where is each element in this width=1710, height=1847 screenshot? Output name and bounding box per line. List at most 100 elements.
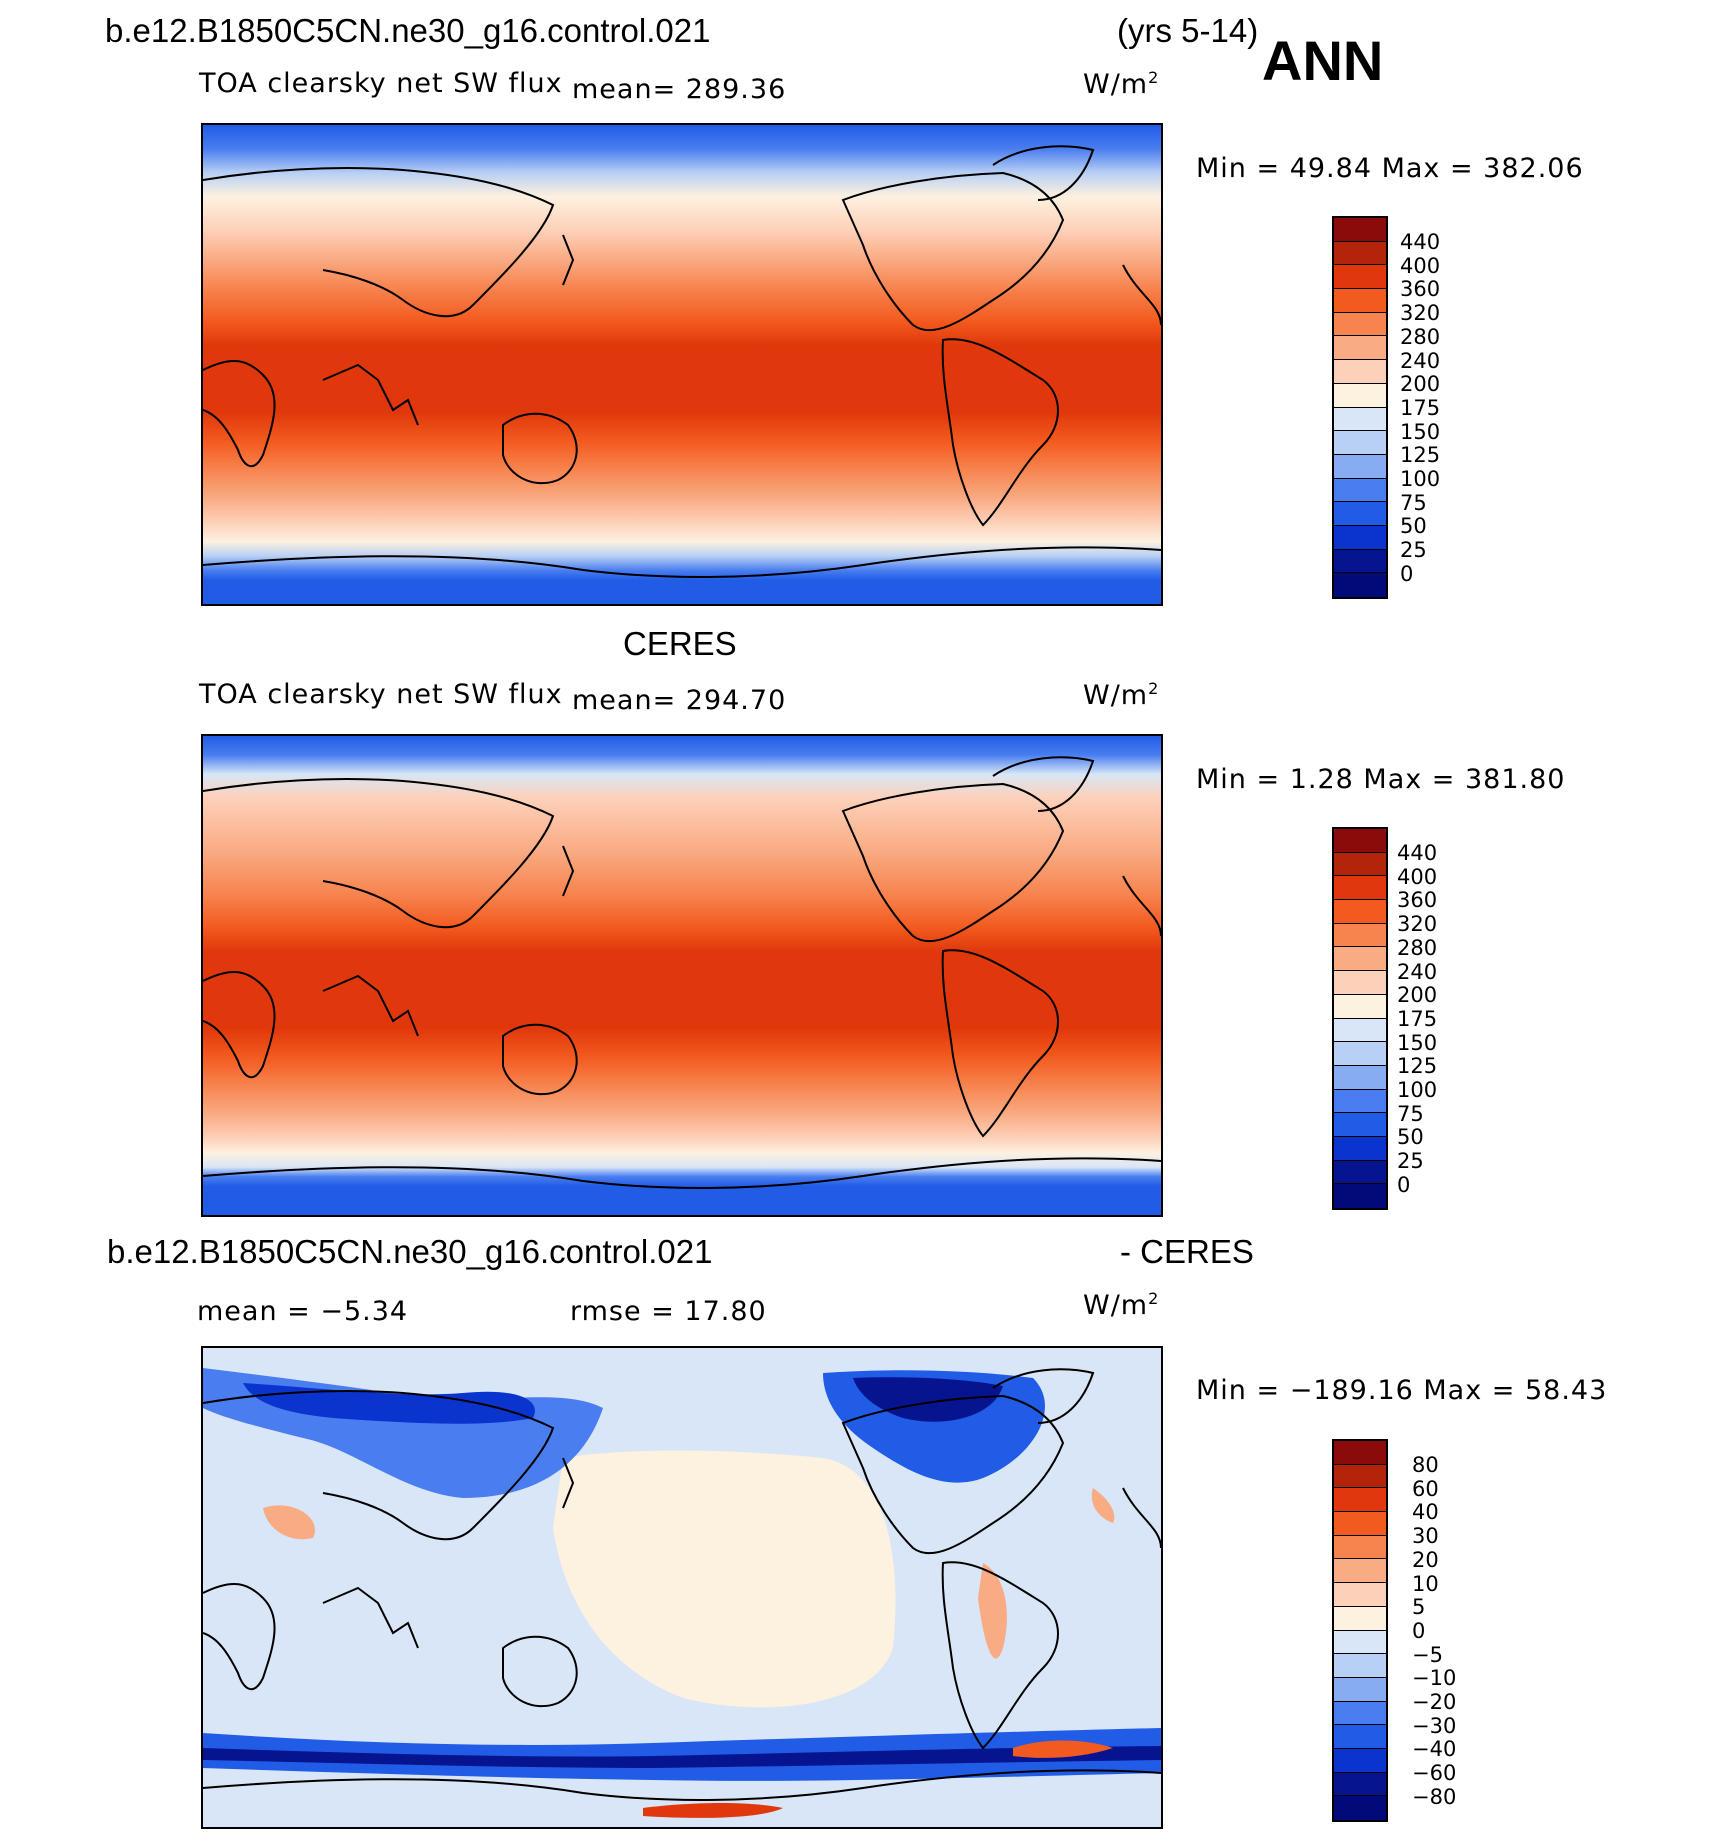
colorbar-tick-label: 100: [1397, 1078, 1438, 1102]
panel2-map: [201, 734, 1163, 1217]
colorbar-tick-label: 360: [1397, 888, 1438, 913]
panel3-minmax: Min = −189.16 Max = 58.43: [1196, 1375, 1608, 1406]
case-title: b.e12.B1850C5CN.ne30_g16.control.021: [105, 12, 711, 49]
panel2-mean: mean= 294.70: [572, 685, 787, 716]
colorbar-tick-label: 60: [1412, 1476, 1439, 1501]
panel3-units: W/m2: [1083, 1289, 1160, 1321]
colorbar-tick-label: 100: [1400, 467, 1441, 491]
colorbar-tick-label: −10: [1412, 1666, 1457, 1691]
panel2-variable: TOA clearsky net SW flux: [199, 679, 563, 710]
colorbar-tick-label: 240: [1397, 959, 1438, 984]
colorbar-tick-label: 20: [1412, 1547, 1439, 1572]
colorbar-tick-label: 440: [1400, 230, 1441, 254]
panel3-mean: mean = −5.34: [197, 1296, 409, 1327]
colorbar-tick-label: 40: [1412, 1500, 1439, 1525]
panel1-colorbar: [1332, 216, 1388, 599]
colorbar-swatch: [1334, 431, 1386, 455]
colorbar-swatch: [1334, 336, 1386, 361]
colorbar-swatch: [1334, 312, 1386, 337]
colorbar-swatch: [1334, 971, 1386, 995]
colorbar-tick-label: 200: [1397, 983, 1438, 1008]
panel3-colorbar: [1332, 1439, 1388, 1822]
panel1-coastlines: [203, 145, 1161, 578]
colorbar-swatch: [1334, 383, 1386, 408]
colorbar-tick-label: 10: [1412, 1571, 1439, 1596]
colorbar-swatch: [1334, 1677, 1386, 1702]
colorbar-swatch: [1334, 1772, 1386, 1797]
colorbar-tick-label: −20: [1412, 1690, 1457, 1714]
colorbar-tick-label: 5: [1412, 1595, 1426, 1620]
colorbar-swatch: [1334, 1136, 1386, 1161]
colorbar-tick-label: 150: [1400, 419, 1441, 444]
colorbar-tick-label: 400: [1400, 253, 1441, 278]
colorbar-swatch: [1334, 1512, 1386, 1536]
colorbar-tick-label: 240: [1400, 348, 1441, 373]
colorbar-tick-label: 440: [1397, 841, 1438, 865]
colorbar-tick-label: 50: [1397, 1125, 1424, 1150]
panel2-colorbar: [1332, 827, 1388, 1210]
colorbar-swatch: [1334, 289, 1386, 313]
colorbar-tick-label: −40: [1412, 1737, 1457, 1762]
colorbar-swatch: [1334, 1184, 1386, 1208]
panel1-mean: mean= 289.36: [572, 74, 787, 105]
season-label: ANN: [1262, 29, 1384, 92]
colorbar-tick-label: 320: [1400, 301, 1441, 326]
colorbar-swatch: [1334, 241, 1386, 266]
colorbar-swatch: [1334, 1748, 1386, 1773]
colorbar-swatch: [1334, 1160, 1386, 1185]
colorbar-swatch: [1334, 876, 1386, 901]
years-label: (yrs 5-14): [1117, 12, 1259, 49]
colorbar-swatch: [1334, 1701, 1386, 1726]
colorbar-tick-label: 360: [1400, 277, 1441, 302]
colorbar-swatch: [1334, 1606, 1386, 1631]
panel3-coastlines: [203, 1368, 1161, 1801]
colorbar-tick-label: 320: [1397, 912, 1438, 937]
panel3-title-left: b.e12.B1850C5CN.ne30_g16.control.021: [107, 1233, 713, 1270]
panel3-map: [201, 1346, 1163, 1829]
colorbar-tick-label: 280: [1400, 324, 1441, 349]
colorbar-tick-label: 0: [1400, 561, 1414, 586]
panel3-anomalies: [203, 1368, 1161, 1818]
panel1-map-svg: [203, 125, 1161, 604]
colorbar-swatch: [1334, 525, 1386, 550]
panel3-map-svg: [203, 1348, 1161, 1827]
colorbar-swatch: [1334, 1488, 1386, 1513]
panel3-title-right: - CERES: [1120, 1233, 1254, 1270]
colorbar-swatch: [1334, 218, 1386, 242]
colorbar-tick-label: 175: [1397, 1006, 1438, 1031]
panel2-coastlines: [203, 756, 1161, 1189]
colorbar-swatch: [1334, 360, 1386, 384]
colorbar-tick-label: 80: [1412, 1453, 1439, 1477]
colorbar-swatch: [1334, 502, 1386, 526]
panel2-minmax: Min = 1.28 Max = 381.80: [1196, 764, 1566, 795]
colorbar-tick-label: 200: [1400, 372, 1441, 397]
colorbar-tick-label: 30: [1412, 1524, 1439, 1549]
colorbar-tick-label: 25: [1400, 538, 1427, 563]
colorbar-tick-label: 0: [1412, 1618, 1426, 1643]
panel1-units: W/m2: [1083, 68, 1160, 100]
colorbar-swatch: [1334, 1630, 1386, 1655]
colorbar-swatch: [1334, 1441, 1386, 1465]
panel1-minmax: Min = 49.84 Max = 382.06: [1196, 153, 1584, 184]
colorbar-tick-label: 400: [1397, 864, 1438, 889]
colorbar-tick-label: 0: [1397, 1172, 1411, 1197]
colorbar-swatch: [1334, 947, 1386, 972]
colorbar-swatch: [1334, 1065, 1386, 1090]
panel2-title: CERES: [623, 625, 737, 662]
colorbar-tick-label: 280: [1397, 935, 1438, 960]
colorbar-swatch: [1334, 852, 1386, 877]
colorbar-swatch: [1334, 265, 1386, 290]
panel2-map-svg: [203, 736, 1161, 1215]
colorbar-swatch: [1334, 900, 1386, 924]
colorbar-swatch: [1334, 1725, 1386, 1749]
colorbar-swatch: [1334, 1559, 1386, 1584]
colorbar-swatch: [1334, 1535, 1386, 1560]
colorbar-tick-label: 125: [1397, 1054, 1438, 1079]
colorbar-swatch: [1334, 1654, 1386, 1678]
colorbar-swatch: [1334, 573, 1386, 597]
panel1-field: [203, 125, 1161, 604]
colorbar-swatch: [1334, 1042, 1386, 1066]
colorbar-swatch: [1334, 1018, 1386, 1043]
colorbar-tick-label: 75: [1400, 490, 1427, 515]
colorbar-swatch: [1334, 1796, 1386, 1820]
